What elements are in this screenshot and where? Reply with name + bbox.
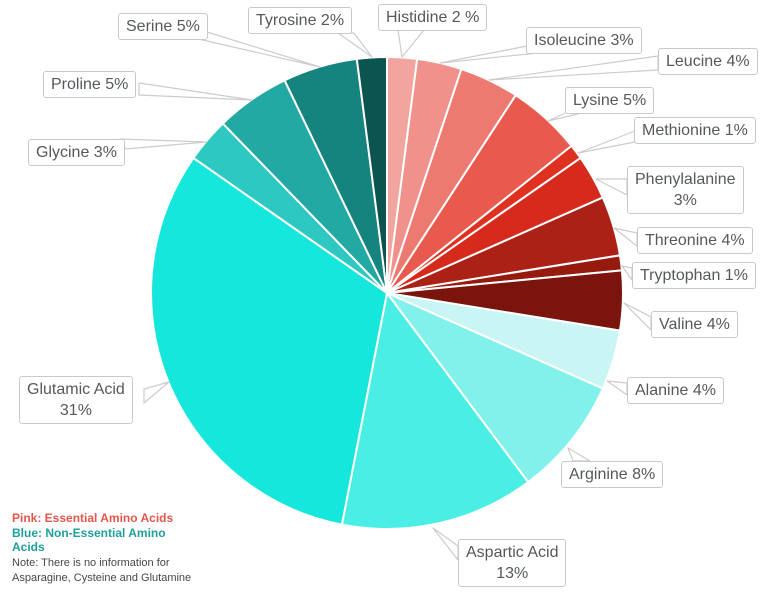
leader-tyrosine bbox=[337, 32, 373, 58]
legend: Pink: Essential Amino Acids Blue: Non-Es… bbox=[12, 511, 191, 586]
slice-label-glycine: Glycine 3% bbox=[28, 139, 125, 167]
leader-glycine bbox=[119, 138, 207, 150]
slice-label-tyrosine: Tyrosine 2% bbox=[248, 7, 353, 35]
pie-slice-glutamic-acid[interactable] bbox=[150, 156, 388, 526]
leader-proline bbox=[138, 82, 253, 101]
slice-label-proline: Proline 5% bbox=[43, 71, 137, 99]
slice-label-phenylalanine: Phenylalanine 3% bbox=[627, 166, 744, 215]
legend-non-essential: Blue: Non-Essential Amino Acids bbox=[12, 526, 166, 555]
slice-label-aspartic-acid: Aspartic Acid 13% bbox=[458, 539, 567, 588]
leader-isoleucine bbox=[439, 45, 539, 64]
slice-label-arginine: Arginine 8% bbox=[561, 461, 664, 489]
slice-label-isoleucine: Isoleucine 3% bbox=[526, 27, 642, 55]
leader-leucine bbox=[488, 55, 659, 81]
slice-label-tryptophan: Tryptophan 1% bbox=[632, 262, 756, 290]
leader-histidine bbox=[397, 29, 425, 58]
slice-label-valine: Valine 4% bbox=[651, 311, 738, 339]
pie-slice-arginine[interactable] bbox=[386, 292, 604, 484]
slice-label-leucine: Leucine 4% bbox=[658, 48, 758, 76]
pie-slice-aspartic-acid[interactable] bbox=[340, 292, 530, 530]
legend-note: Note: There is no information for Aspara… bbox=[12, 557, 192, 584]
leader-arginine bbox=[567, 447, 591, 462]
slice-label-serine: Serine 5% bbox=[118, 13, 208, 41]
slice-label-methionine: Methionine 1% bbox=[634, 117, 756, 145]
slice-label-alanine: Alanine 4% bbox=[627, 377, 724, 405]
pie-slices-group bbox=[150, 56, 624, 530]
leader-serine bbox=[193, 31, 321, 68]
slice-label-glutamic-acid: Glutamic Acid 31% bbox=[19, 376, 133, 425]
leader-glutamic-acid bbox=[143, 381, 170, 404]
slice-label-threonine: Threonine 4% bbox=[637, 227, 753, 255]
slice-label-histidine: Histidine 2 % bbox=[378, 4, 488, 32]
label-leader-lines bbox=[119, 29, 659, 561]
leader-valine bbox=[623, 302, 652, 331]
leader-aspartic-acid bbox=[432, 527, 459, 561]
legend-essential: Pink: Essential Amino Acids bbox=[12, 511, 174, 525]
slice-label-lysine: Lysine 5% bbox=[565, 87, 655, 115]
leader-methionine bbox=[577, 130, 636, 154]
leader-alanine bbox=[606, 380, 628, 396]
